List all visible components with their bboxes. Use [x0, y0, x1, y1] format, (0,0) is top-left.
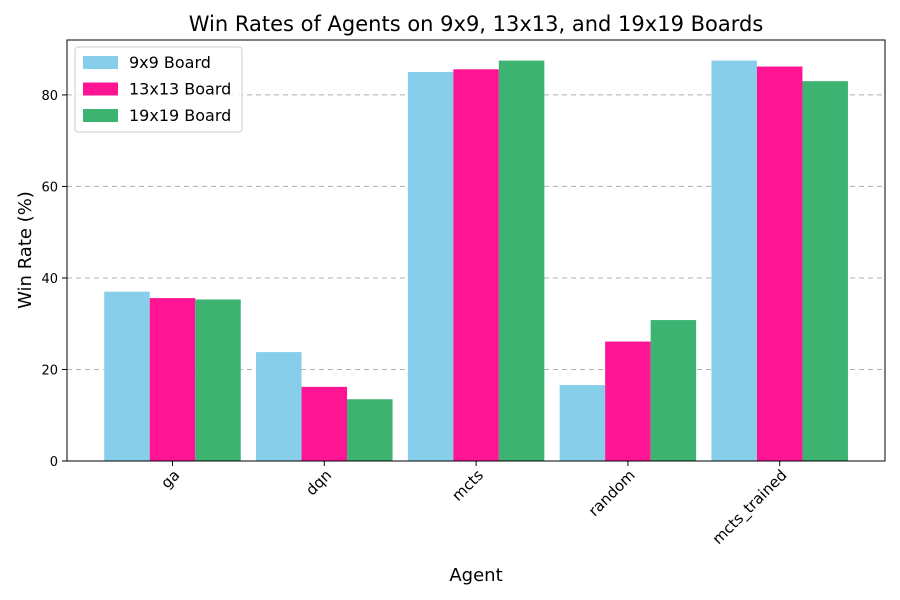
bar-ga-19x19-board [195, 299, 241, 461]
bar-ga-13x13-board [149, 298, 196, 461]
y-axis-ticks: 0 20 40 60 80 [41, 89, 67, 470]
legend-label-9x9-board: 9x9 Board [129, 53, 211, 72]
bar-random-13x13-board [605, 341, 651, 461]
legend-swatch-19x19-board [83, 109, 118, 122]
x-tick-label-mcts: mcts [448, 466, 487, 505]
x-axis-label: Agent [449, 565, 502, 586]
y-tick-label-60: 60 [41, 180, 58, 195]
bar-mcts-13x13-board [453, 69, 499, 461]
bars [104, 60, 848, 462]
bar-dqn-13x13-board [301, 386, 348, 461]
legend-swatch-13x13-board [83, 82, 118, 96]
bar-dqn-19x19-board [347, 399, 393, 461]
legend-label-19x19-board: 19x19 Board [129, 106, 231, 125]
bar-mcts_trained-13x13-board [756, 66, 803, 461]
legend: 9x9 Board 13x13 Board 19x19 Board [74, 46, 243, 133]
bar-ga-9x9-board [104, 291, 150, 461]
bar-mcts-9x9-board [407, 72, 454, 462]
y-tick-label-40: 40 [41, 272, 58, 287]
bar-mcts_trained-9x9-board [711, 60, 757, 461]
x-tick-label-random: random [585, 466, 639, 520]
y-tick-label-20: 20 [41, 363, 58, 378]
x-tick-label-ga: ga [157, 466, 183, 492]
bar-mcts_trained-19x19-board [802, 81, 848, 461]
x-tick-label-dqn: dqn [302, 466, 335, 499]
bar-mcts-19x19-board [498, 60, 545, 461]
bar-dqn-9x9-board [256, 352, 302, 461]
y-tick-label-0: 0 [50, 455, 58, 470]
x-axis-ticks: ga dqn mcts random mcts_trained [157, 461, 791, 549]
y-axis-label: Win Rate (%) [15, 191, 36, 309]
legend-label-13x13-board: 13x13 Board [129, 80, 231, 99]
legend-swatch-9x9-board [83, 56, 118, 69]
y-tick-label-80: 80 [41, 89, 58, 104]
chart-title: Win Rates of Agents on 9x9, 13x13, and 1… [189, 12, 764, 36]
x-tick-label-mcts_trained: mcts_trained [709, 466, 792, 549]
bar-random-9x9-board [559, 385, 606, 461]
bar-random-19x19-board [650, 320, 697, 461]
